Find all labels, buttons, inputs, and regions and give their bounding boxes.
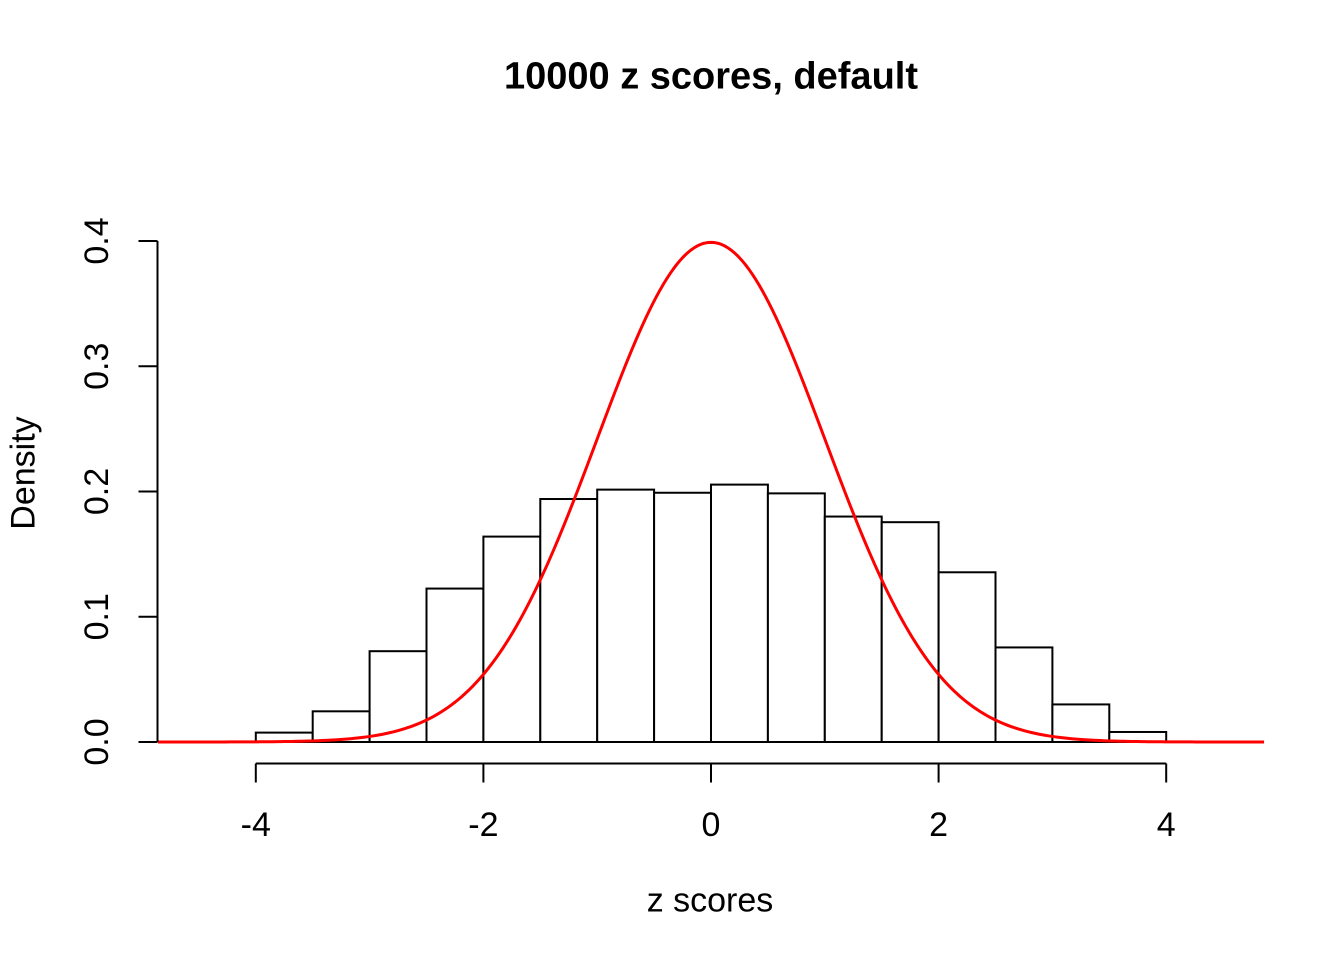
- x-tick-label: -2: [468, 806, 498, 844]
- y-tick-label: 0.2: [78, 468, 116, 515]
- histogram-bar: [994, 646, 1054, 744]
- x-tick-label: 0: [702, 806, 721, 844]
- histogram-bar: [653, 491, 712, 743]
- chart-title: 10000 z scores, default: [504, 55, 918, 98]
- y-tick-label: 0.0: [78, 718, 116, 765]
- histogram-bar: [368, 650, 428, 743]
- x-tick-label: 2: [929, 806, 948, 844]
- histogram-bar: [482, 535, 542, 744]
- y-tick-label: 0.3: [78, 343, 116, 390]
- x-tick-label: -4: [241, 806, 271, 844]
- normal-density-curve: [157, 240, 1265, 744]
- x-tick-label: 4: [1157, 806, 1176, 844]
- histogram-bar: [766, 492, 826, 743]
- histogram-bar: [596, 488, 656, 743]
- y-tick-label: 0.1: [78, 593, 116, 640]
- histogram-bar: [539, 498, 599, 744]
- histogram-bar: [425, 587, 485, 743]
- histogram-bar: [823, 515, 883, 743]
- y-tick-label: 0.4: [78, 217, 116, 264]
- x-axis-title: z scores: [646, 881, 774, 920]
- histogram-bar: [1051, 703, 1111, 743]
- histogram-bar: [710, 483, 769, 743]
